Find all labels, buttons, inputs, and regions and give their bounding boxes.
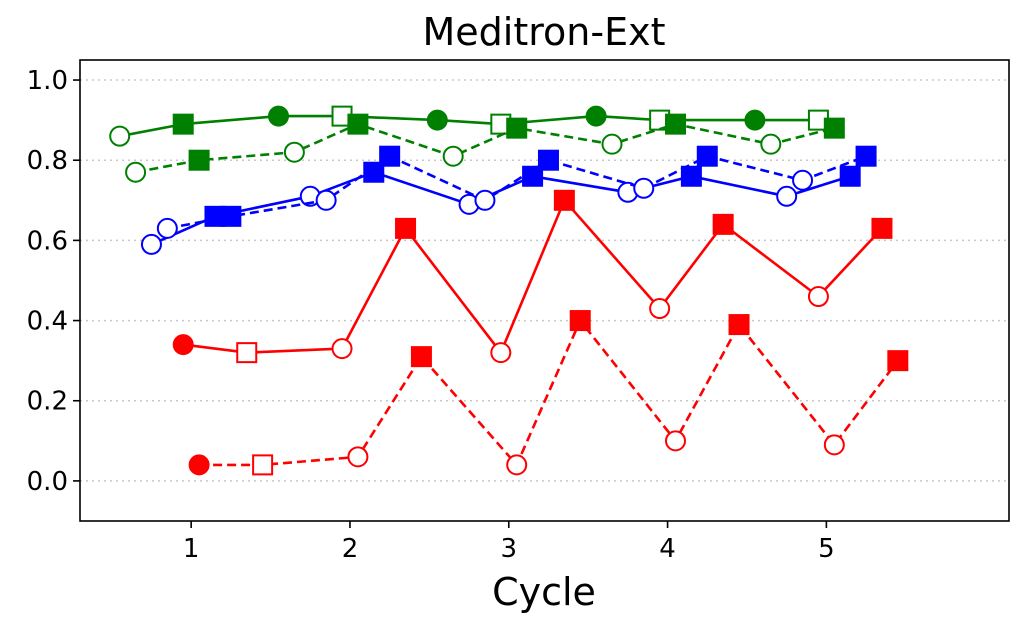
series-line bbox=[183, 199, 883, 354]
data-point bbox=[268, 105, 290, 127]
x-axis-label: Cycle bbox=[492, 570, 596, 614]
data-point bbox=[665, 430, 687, 452]
y-tick-label: 0.4 bbox=[27, 307, 68, 337]
plot-frame bbox=[79, 59, 1010, 522]
data-point bbox=[776, 185, 798, 207]
chart-title: Meditron-Ext bbox=[423, 10, 666, 54]
data-point bbox=[569, 310, 591, 332]
x-tick-label: 4 bbox=[659, 534, 676, 564]
data-point bbox=[823, 117, 845, 139]
data-point bbox=[665, 113, 687, 135]
axis-ticks: 0.0 0.2 0.4 0.6 0.8 1.0 1 2 3 4 5 bbox=[27, 66, 835, 564]
data-point bbox=[156, 217, 178, 239]
data-point bbox=[490, 342, 512, 364]
data-point bbox=[379, 145, 401, 167]
data-point bbox=[792, 169, 814, 191]
data-point bbox=[887, 350, 909, 372]
series-1 bbox=[125, 113, 845, 183]
data-point bbox=[506, 117, 528, 139]
x-tick-label: 5 bbox=[818, 534, 835, 564]
x-tick-label: 2 bbox=[342, 534, 359, 564]
data-point bbox=[236, 342, 258, 364]
series-line bbox=[119, 114, 819, 138]
series-5 bbox=[188, 310, 909, 476]
data-point bbox=[522, 165, 544, 187]
data-point bbox=[395, 217, 417, 239]
data-point bbox=[823, 434, 845, 456]
data-point bbox=[807, 286, 829, 308]
data-point bbox=[140, 233, 162, 255]
data-point bbox=[744, 109, 766, 131]
data-point bbox=[855, 145, 877, 167]
data-point bbox=[680, 165, 702, 187]
y-tick-label: 1.0 bbox=[27, 66, 68, 96]
series-line bbox=[167, 154, 867, 230]
series-3 bbox=[156, 145, 877, 239]
data-point bbox=[712, 213, 734, 235]
data-point bbox=[252, 454, 274, 476]
y-tick-label: 0.0 bbox=[27, 467, 68, 497]
data-point bbox=[474, 189, 496, 211]
grid-lines bbox=[80, 79, 1009, 482]
series-group bbox=[109, 105, 909, 476]
series-2 bbox=[140, 161, 861, 255]
data-point bbox=[728, 314, 750, 336]
x-tick-label: 1 bbox=[183, 534, 200, 564]
series-0 bbox=[109, 105, 829, 147]
data-point bbox=[172, 113, 194, 135]
data-point bbox=[188, 149, 210, 171]
data-point bbox=[537, 149, 559, 171]
data-point bbox=[410, 346, 432, 368]
series-line bbox=[199, 319, 899, 467]
data-point bbox=[585, 105, 607, 127]
data-point bbox=[109, 125, 131, 147]
data-point bbox=[172, 334, 194, 356]
series-4 bbox=[172, 189, 893, 364]
data-point bbox=[633, 177, 655, 199]
data-point bbox=[601, 133, 623, 155]
x-tick-label: 3 bbox=[500, 534, 517, 564]
data-point bbox=[347, 446, 369, 468]
data-point bbox=[649, 298, 671, 320]
y-tick-label: 0.8 bbox=[27, 146, 68, 176]
data-point bbox=[331, 338, 353, 360]
data-point bbox=[188, 454, 210, 476]
data-point bbox=[347, 113, 369, 135]
data-point bbox=[839, 165, 861, 187]
series-line bbox=[150, 170, 851, 246]
data-point bbox=[125, 161, 147, 183]
data-point bbox=[315, 189, 337, 211]
y-tick-label: 0.2 bbox=[27, 387, 68, 417]
data-point bbox=[760, 133, 782, 155]
data-point bbox=[696, 145, 718, 167]
data-point bbox=[506, 454, 528, 476]
data-point bbox=[553, 189, 575, 211]
data-point bbox=[283, 141, 305, 163]
data-point bbox=[220, 205, 242, 227]
data-point bbox=[363, 161, 385, 183]
data-point bbox=[871, 217, 893, 239]
data-point bbox=[426, 109, 448, 131]
data-point bbox=[442, 145, 464, 167]
series-line bbox=[135, 122, 835, 174]
y-tick-label: 0.6 bbox=[27, 226, 68, 256]
